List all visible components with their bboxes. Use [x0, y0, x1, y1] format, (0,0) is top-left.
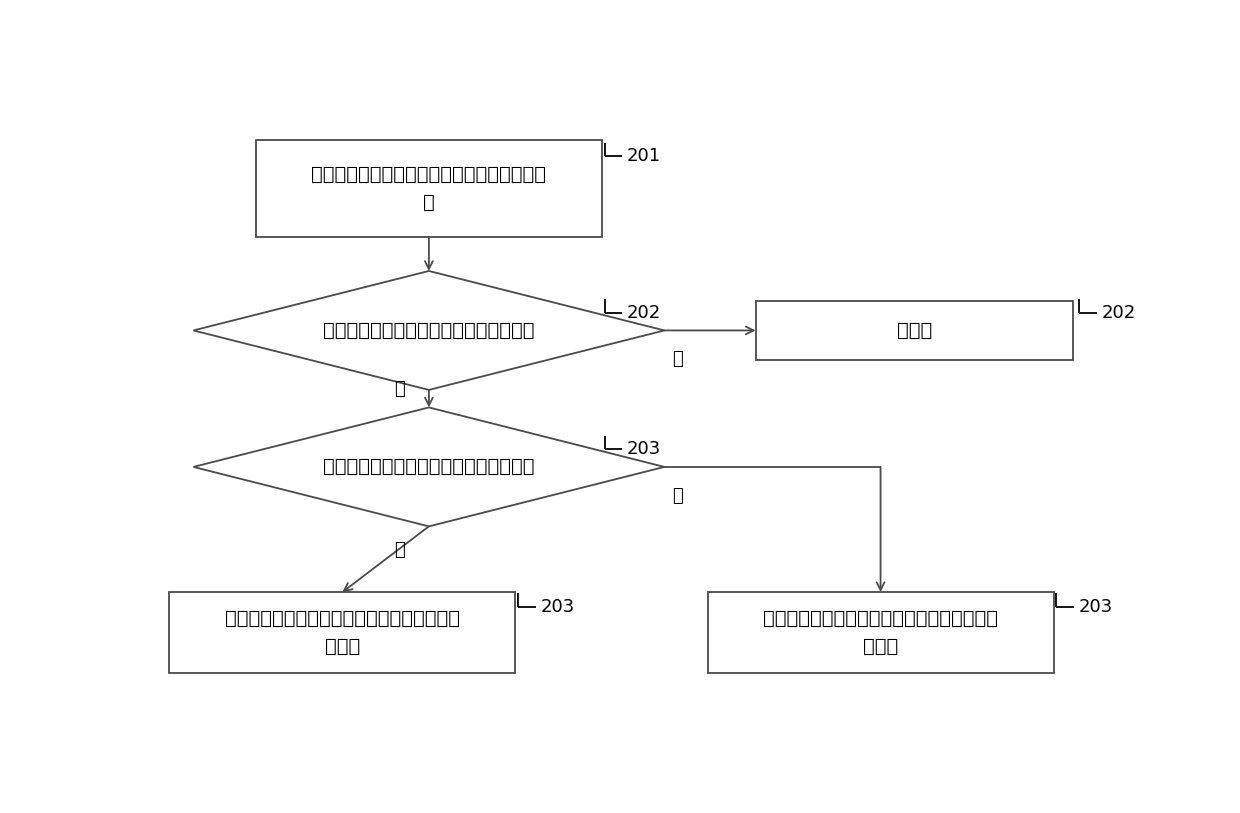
Text: 判断磁场强度是否高于最大磁场强度阀值: 判断磁场强度是否高于最大磁场强度阀值	[324, 458, 534, 476]
Bar	[170, 592, 516, 673]
Text: 202: 202	[627, 304, 661, 322]
Text: 202: 202	[1101, 304, 1136, 322]
Text: 是: 是	[394, 380, 404, 398]
Text: 203: 203	[627, 441, 661, 459]
Bar	[255, 140, 601, 237]
Text: 在预置区域内按照第一切割模式对超导带材进
行切割: 在预置区域内按照第一切割模式对超导带材进 行切割	[224, 609, 460, 656]
Polygon shape	[193, 271, 665, 390]
Polygon shape	[193, 407, 665, 526]
Text: 否: 否	[672, 487, 683, 505]
Text: 否: 否	[672, 350, 683, 368]
Text: 获取交流状态下超导带材预置区域内的磁场强
度: 获取交流状态下超导带材预置区域内的磁场强 度	[311, 165, 547, 212]
Text: 在预置区域内按照第二切割模式对超导带材进
行切割: 在预置区域内按照第二切割模式对超导带材进 行切割	[763, 609, 998, 656]
Text: 是: 是	[394, 541, 404, 559]
Bar	[708, 592, 1054, 673]
Text: 201: 201	[627, 147, 661, 165]
Bar	[755, 301, 1073, 360]
Text: 不动作: 不动作	[897, 321, 931, 340]
Text: 203: 203	[1079, 598, 1112, 616]
Text: 判断磁场强度是否高于预置磁场强度阀值: 判断磁场强度是否高于预置磁场强度阀值	[324, 321, 534, 340]
Text: 203: 203	[541, 598, 574, 616]
